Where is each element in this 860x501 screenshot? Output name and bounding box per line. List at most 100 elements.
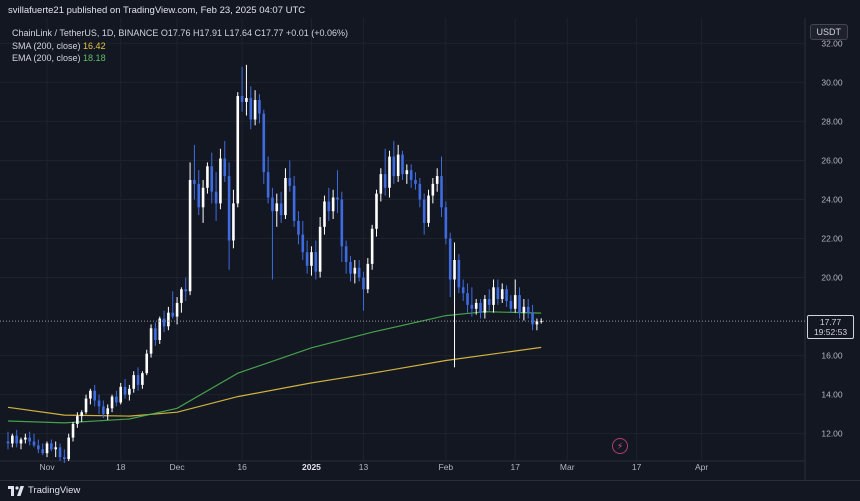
candle-body xyxy=(435,176,439,184)
candle xyxy=(288,160,292,192)
candle xyxy=(132,371,136,393)
indicator-lines xyxy=(7,311,542,424)
candle xyxy=(197,170,201,216)
candle-body xyxy=(80,412,83,417)
candle-body xyxy=(396,154,400,177)
sma-line xyxy=(7,346,542,417)
candle xyxy=(266,156,270,204)
candle-body xyxy=(444,207,448,239)
lightning-icon[interactable]: ⚡ xyxy=(612,438,628,454)
candle-body xyxy=(167,312,170,327)
candle xyxy=(115,390,118,407)
candle-body xyxy=(318,226,322,272)
candle-body xyxy=(305,252,309,266)
candle xyxy=(531,304,534,331)
candle-body xyxy=(353,267,357,274)
candle xyxy=(522,299,526,321)
candle xyxy=(214,172,218,221)
candle xyxy=(162,310,166,333)
candle xyxy=(249,86,253,130)
tradingview-logo[interactable]: TradingView xyxy=(8,485,80,496)
candle-body xyxy=(162,318,166,327)
candle xyxy=(448,232,452,298)
candle xyxy=(102,400,105,419)
candle xyxy=(245,64,248,116)
price-tick-label: 14.00 xyxy=(821,390,843,400)
candle xyxy=(310,246,313,276)
candle xyxy=(349,256,352,282)
time-tick-label: 18 xyxy=(116,462,126,472)
candlestick-chart[interactable]: 32.00 30.00 28.00 26.00 24.00 22.00 20.00 16.00… xyxy=(0,18,860,480)
price-tick-label: 32.00 xyxy=(821,38,843,48)
candle-body xyxy=(180,289,183,303)
candle xyxy=(97,394,101,415)
candle-body xyxy=(262,113,266,173)
candle xyxy=(340,191,344,262)
candle-body xyxy=(284,178,287,216)
candle-body xyxy=(357,267,361,278)
candle xyxy=(427,189,430,227)
legend-sma-value: 16.42 xyxy=(83,40,106,51)
candle-body xyxy=(401,154,404,175)
candle xyxy=(535,318,539,331)
candle-body xyxy=(197,183,201,208)
candle xyxy=(110,394,114,413)
candle-body xyxy=(76,416,79,424)
candle-body xyxy=(24,437,27,440)
candle-body xyxy=(539,321,543,323)
candle xyxy=(240,66,244,112)
candle-body xyxy=(492,287,495,305)
candle xyxy=(63,449,66,463)
candle-body xyxy=(288,178,292,186)
candle xyxy=(457,254,461,294)
candle-body xyxy=(375,193,378,229)
candle-body xyxy=(249,98,253,120)
candle xyxy=(253,90,257,126)
candle-body xyxy=(414,179,417,184)
candle-body xyxy=(518,295,521,313)
candle-body xyxy=(427,195,430,223)
time-tick-label: 13 xyxy=(359,462,369,472)
candle xyxy=(331,189,335,220)
candle xyxy=(24,433,27,444)
candle xyxy=(210,152,214,204)
candle xyxy=(323,195,326,235)
price-tick-label: 22.00 xyxy=(821,234,843,244)
candle-body xyxy=(63,457,66,460)
last-price-value: 17.77 xyxy=(819,317,842,328)
candle xyxy=(50,439,53,452)
candle xyxy=(418,178,422,208)
candle-body xyxy=(271,197,274,212)
candle-body xyxy=(314,252,318,272)
candle xyxy=(154,322,157,346)
legend-ohlc: O17.76 H17.91 L17.64 C17.77 +0.01 (+0.06… xyxy=(160,28,349,38)
candle-body xyxy=(409,170,413,180)
candle-body xyxy=(323,201,326,227)
candle xyxy=(206,162,209,194)
legend-ema-label: EMA (200, close) xyxy=(12,53,81,63)
candle xyxy=(496,279,500,305)
candle-body xyxy=(422,199,426,223)
candle-body xyxy=(188,179,192,292)
candle-body xyxy=(297,220,300,235)
candle xyxy=(167,306,170,331)
candle xyxy=(518,287,521,319)
chart-area[interactable]: 32.00 30.00 28.00 26.00 24.00 22.00 20.00 16.00… xyxy=(0,18,860,480)
candle-body xyxy=(245,98,248,102)
candle-body xyxy=(206,166,209,188)
candle-body xyxy=(379,174,383,194)
candle-body xyxy=(418,183,422,200)
currency-button[interactable]: USDT xyxy=(809,24,848,40)
candle xyxy=(149,324,153,358)
candle xyxy=(89,388,92,405)
candle xyxy=(106,404,110,421)
price-tick-label: 20.00 xyxy=(821,273,843,283)
candle-body xyxy=(483,299,487,313)
candle-body xyxy=(526,306,530,313)
candle xyxy=(188,162,192,296)
candle-body xyxy=(19,439,23,444)
candle xyxy=(370,224,374,270)
candle xyxy=(201,179,205,223)
candle xyxy=(284,168,287,220)
candle xyxy=(11,433,14,448)
